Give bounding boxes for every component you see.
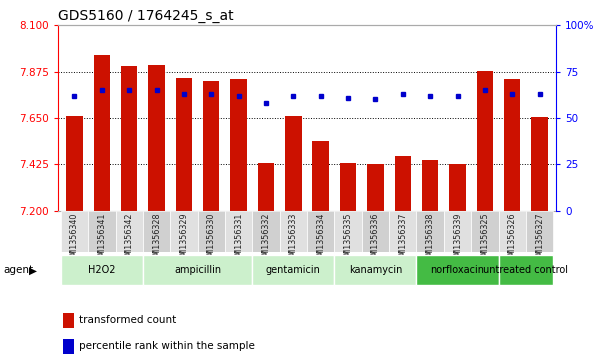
Bar — [88, 211, 115, 252]
Text: GSM1356331: GSM1356331 — [234, 213, 243, 266]
Text: untreated control: untreated control — [483, 265, 568, 274]
Text: GSM1356334: GSM1356334 — [316, 213, 325, 266]
FancyBboxPatch shape — [252, 255, 334, 285]
Bar — [307, 211, 334, 252]
Text: kanamycin: kanamycin — [349, 265, 402, 274]
Bar — [422, 159, 438, 211]
Bar — [285, 116, 302, 211]
Text: GSM1356341: GSM1356341 — [97, 213, 106, 266]
Bar — [252, 211, 280, 252]
Text: GSM1356337: GSM1356337 — [398, 213, 408, 266]
Text: norfloxacin: norfloxacin — [431, 265, 485, 274]
FancyBboxPatch shape — [334, 255, 417, 285]
Text: gentamicin: gentamicin — [266, 265, 321, 274]
Bar — [230, 79, 247, 211]
FancyBboxPatch shape — [417, 255, 499, 285]
Bar — [367, 164, 384, 211]
Bar — [417, 211, 444, 252]
Bar — [362, 211, 389, 252]
Bar — [197, 211, 225, 252]
Text: GSM1356342: GSM1356342 — [125, 213, 134, 266]
Text: ▶: ▶ — [29, 265, 37, 276]
Text: GSM1356326: GSM1356326 — [508, 213, 517, 266]
FancyBboxPatch shape — [499, 255, 554, 285]
Text: GSM1356333: GSM1356333 — [289, 213, 298, 266]
Bar — [66, 115, 82, 211]
Bar — [280, 211, 307, 252]
Text: GSM1356329: GSM1356329 — [180, 213, 188, 266]
Text: GSM1356340: GSM1356340 — [70, 213, 79, 266]
Text: GSM1356335: GSM1356335 — [343, 213, 353, 266]
Bar — [225, 211, 252, 252]
Text: GSM1356332: GSM1356332 — [262, 213, 271, 266]
Bar — [526, 211, 554, 252]
Bar — [258, 163, 274, 211]
Bar — [63, 313, 74, 328]
Bar — [176, 78, 192, 211]
Text: GSM1356328: GSM1356328 — [152, 213, 161, 266]
Bar — [170, 211, 197, 252]
Text: percentile rank within the sample: percentile rank within the sample — [79, 341, 255, 351]
Text: GSM1356338: GSM1356338 — [426, 213, 434, 266]
Bar — [504, 79, 521, 211]
Text: GSM1356325: GSM1356325 — [480, 213, 489, 266]
Bar — [334, 211, 362, 252]
Text: GSM1356336: GSM1356336 — [371, 213, 380, 266]
FancyBboxPatch shape — [60, 255, 143, 285]
Bar — [389, 211, 417, 252]
Text: transformed count: transformed count — [79, 315, 176, 325]
Bar — [499, 211, 526, 252]
Text: GDS5160 / 1764245_s_at: GDS5160 / 1764245_s_at — [58, 9, 233, 23]
Text: GSM1356330: GSM1356330 — [207, 213, 216, 266]
Bar — [63, 339, 74, 354]
Bar — [532, 117, 548, 211]
Text: H2O2: H2O2 — [88, 265, 115, 274]
Text: ampicillin: ampicillin — [174, 265, 221, 274]
Bar — [115, 211, 143, 252]
FancyBboxPatch shape — [143, 255, 252, 285]
Bar — [471, 211, 499, 252]
Bar — [449, 164, 466, 211]
Text: GSM1356339: GSM1356339 — [453, 213, 462, 266]
Bar — [477, 71, 493, 211]
Bar — [444, 211, 471, 252]
Bar — [148, 65, 165, 211]
Text: GSM1356327: GSM1356327 — [535, 213, 544, 266]
Bar — [60, 211, 88, 252]
Bar — [395, 156, 411, 211]
Bar — [93, 55, 110, 211]
Bar — [143, 211, 170, 252]
Bar — [121, 65, 137, 211]
Text: agent: agent — [3, 265, 33, 276]
Bar — [340, 163, 356, 211]
Bar — [312, 140, 329, 211]
Bar — [203, 81, 219, 211]
